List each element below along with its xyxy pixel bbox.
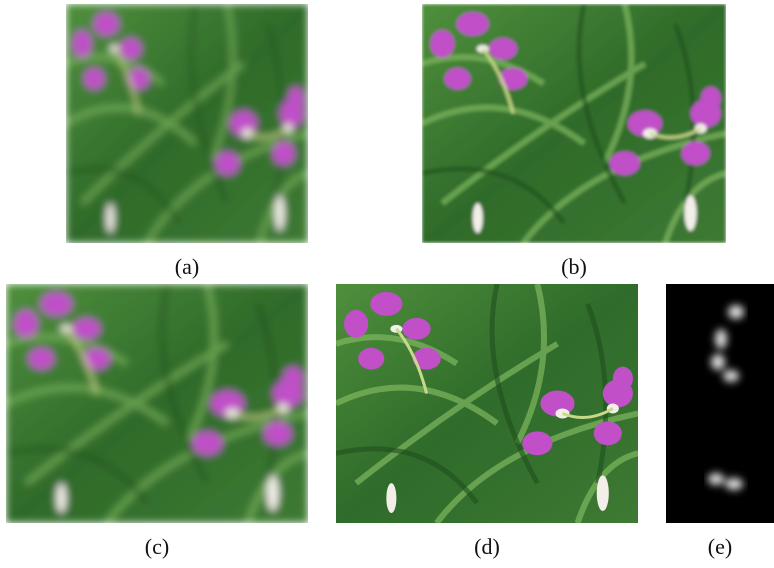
caption: (c)	[144, 534, 170, 559]
image-b	[422, 4, 726, 243]
image-a	[66, 4, 308, 243]
caption: (d)	[474, 534, 500, 559]
image-d	[336, 284, 638, 523]
image-c	[6, 284, 308, 523]
kernel-image-e	[666, 284, 774, 523]
caption: (a)	[174, 254, 200, 279]
caption: (b)	[561, 254, 587, 279]
caption: (e)	[707, 534, 733, 559]
